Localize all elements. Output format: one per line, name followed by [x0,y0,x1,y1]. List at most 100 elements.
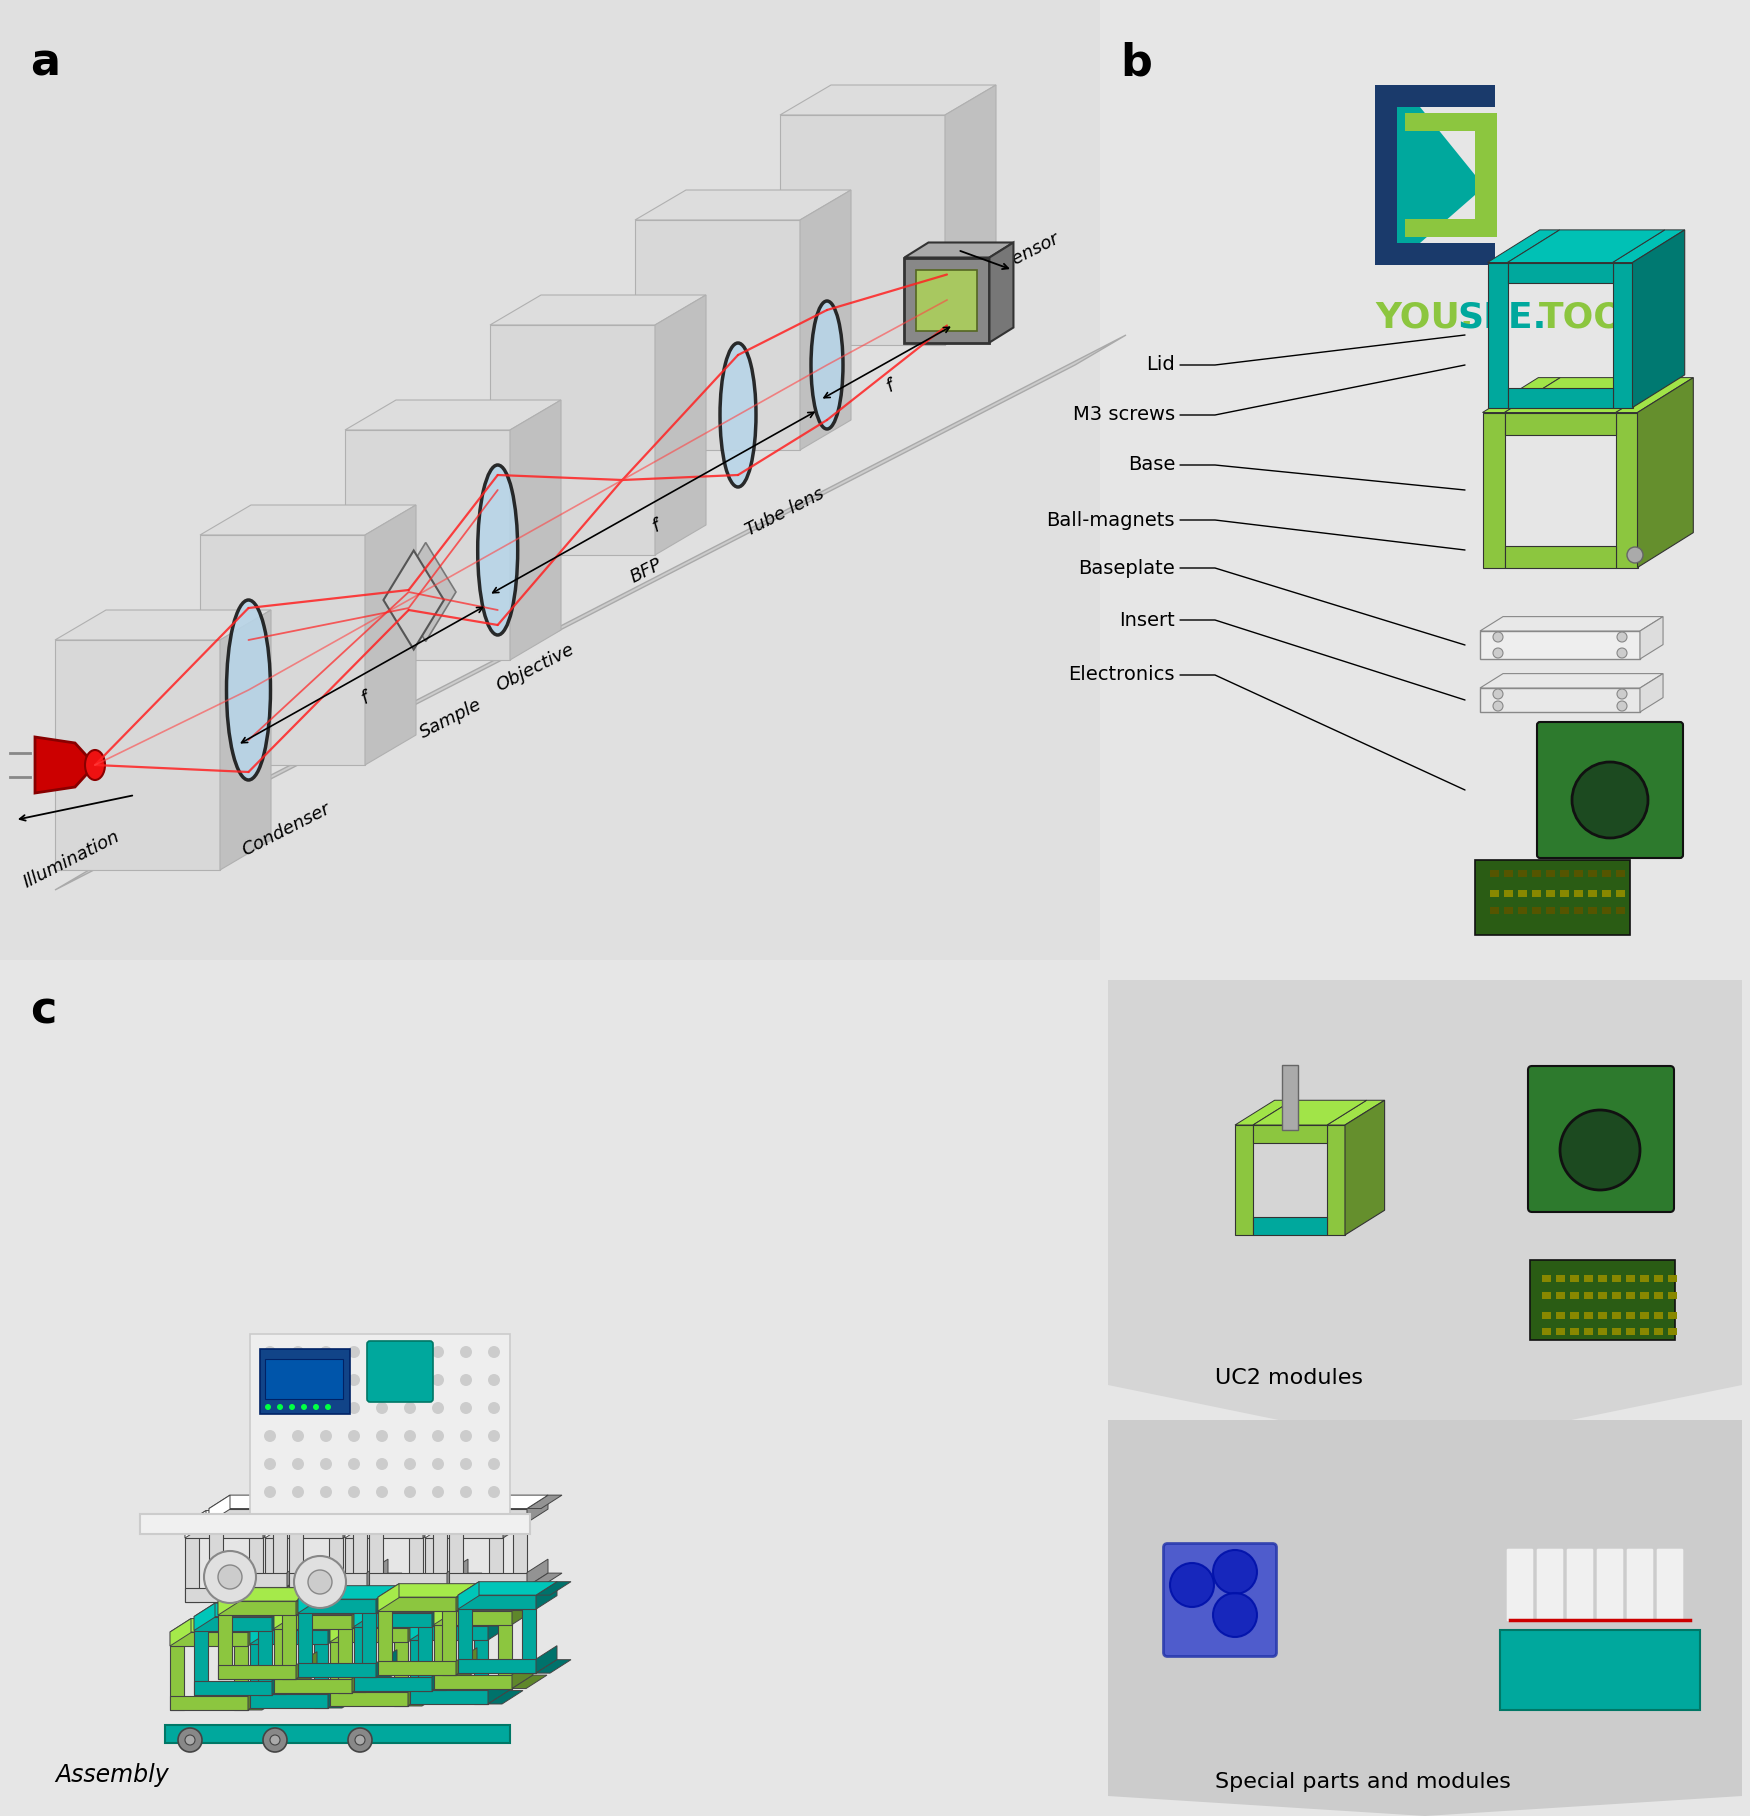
Ellipse shape [226,599,271,781]
Polygon shape [331,1614,352,1642]
Bar [458,1660,536,1673]
Polygon shape [1612,231,1685,263]
Bar [1545,870,1556,877]
Polygon shape [1505,378,1671,412]
Bar [410,1691,488,1703]
Polygon shape [488,1613,523,1625]
Polygon shape [170,1618,191,1645]
Polygon shape [287,1573,322,1587]
Bar [1556,1327,1564,1335]
Circle shape [348,1429,360,1442]
Polygon shape [219,1587,317,1602]
Polygon shape [654,294,705,556]
Bar [1598,1275,1606,1282]
Bar [170,1633,184,1711]
Polygon shape [264,1511,285,1538]
Polygon shape [1488,231,1559,263]
Bar [248,1524,262,1602]
Polygon shape [275,1602,296,1629]
Polygon shape [298,1585,318,1613]
Bar [140,1515,530,1535]
Circle shape [460,1346,472,1358]
Bar [369,1509,446,1522]
Text: BFP: BFP [626,556,665,587]
FancyBboxPatch shape [1656,1547,1684,1622]
Bar [434,1674,513,1689]
Bar [1500,1631,1699,1711]
Bar [1615,906,1626,913]
Bar [1545,890,1556,897]
Bar [410,1625,423,1703]
Circle shape [348,1485,360,1498]
Bar [0,0,1101,961]
Bar [1601,890,1612,897]
Polygon shape [424,1574,444,1602]
Polygon shape [450,1495,548,1509]
Circle shape [1617,688,1628,699]
Bar [1584,1275,1592,1282]
Polygon shape [378,1584,399,1611]
Circle shape [376,1429,388,1442]
Polygon shape [434,1596,534,1611]
Bar [1507,387,1612,407]
Bar [425,1587,502,1602]
Polygon shape [490,294,705,325]
Bar [186,1587,262,1602]
Bar [1654,1327,1662,1335]
Bar [208,1509,287,1522]
Circle shape [488,1375,500,1386]
Text: Assembly: Assembly [54,1763,168,1787]
Polygon shape [502,1589,537,1602]
Polygon shape [408,1693,443,1705]
Bar [331,1627,408,1642]
Polygon shape [352,1665,373,1693]
Bar [1505,545,1615,567]
Circle shape [264,1346,276,1358]
Bar [164,1725,509,1743]
FancyBboxPatch shape [1566,1547,1594,1622]
Polygon shape [536,1582,570,1594]
Polygon shape [509,400,562,659]
Circle shape [1572,763,1648,837]
Polygon shape [458,1582,480,1609]
Polygon shape [369,1495,390,1522]
Bar [186,1524,200,1602]
Polygon shape [248,1683,270,1711]
Bar [1587,870,1598,877]
Bar [264,1358,343,1398]
Polygon shape [1108,981,1741,1449]
Text: a: a [30,42,60,85]
Bar [261,1349,350,1415]
Bar [369,1573,446,1587]
Polygon shape [408,1614,429,1642]
Circle shape [488,1485,500,1498]
Polygon shape [287,1560,308,1587]
Text: Baseplate: Baseplate [1078,559,1174,577]
Bar [1517,890,1528,897]
Circle shape [186,1734,194,1745]
Polygon shape [262,1589,298,1602]
Bar [410,1524,423,1602]
Text: M3 screws: M3 screws [1073,405,1174,425]
Bar [488,1524,502,1602]
Text: Camera sensor: Camera sensor [933,231,1062,307]
Polygon shape [488,1613,509,1640]
Bar [289,1573,368,1587]
Polygon shape [432,1600,467,1613]
Bar [354,1676,432,1691]
Bar [1480,688,1640,712]
Polygon shape [536,1645,556,1673]
Bar [264,1524,278,1602]
Circle shape [432,1485,444,1498]
Polygon shape [527,1560,548,1587]
Polygon shape [989,243,1013,343]
Circle shape [320,1485,332,1498]
Circle shape [289,1404,296,1409]
Bar [338,1614,352,1693]
Bar [298,1600,311,1678]
Bar [394,1627,408,1705]
Text: f′: f′ [884,374,901,396]
Polygon shape [457,1647,478,1674]
Circle shape [348,1375,360,1386]
Bar [275,1678,352,1693]
